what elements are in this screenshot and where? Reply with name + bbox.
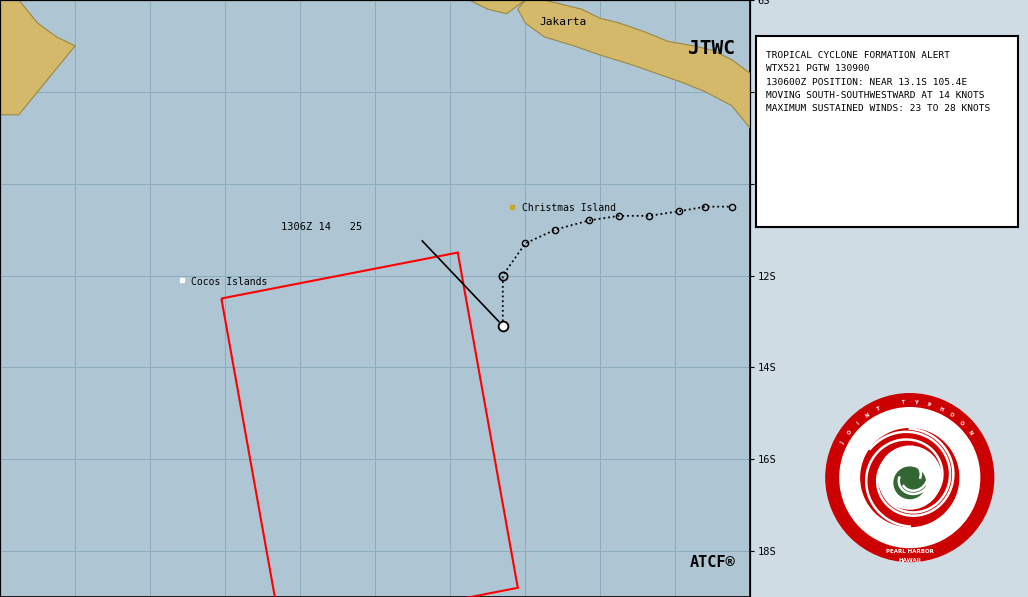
Text: Y: Y: [914, 400, 918, 405]
Text: TROPICAL CYCLONE FORMATION ALERT
WTX521 PGTW 130900
130600Z POSITION: NEAR 13.1S: TROPICAL CYCLONE FORMATION ALERT WTX521 …: [766, 51, 990, 113]
Text: 1306Z 14   25: 1306Z 14 25: [282, 221, 363, 232]
Text: PEARL HARBOR: PEARL HARBOR: [886, 549, 933, 555]
Text: I: I: [855, 421, 860, 426]
Polygon shape: [518, 0, 750, 128]
Text: H: H: [938, 406, 944, 412]
Polygon shape: [469, 0, 525, 14]
Text: Christmas Island: Christmas Island: [521, 203, 616, 213]
Circle shape: [860, 429, 959, 527]
Circle shape: [825, 393, 994, 562]
Text: O: O: [958, 420, 965, 426]
Text: J: J: [840, 442, 845, 445]
Text: O: O: [846, 430, 853, 436]
Text: HAWAII: HAWAII: [898, 558, 921, 563]
Text: P: P: [926, 402, 931, 408]
Circle shape: [894, 467, 925, 498]
Text: O: O: [949, 412, 955, 418]
Text: Cocos Islands: Cocos Islands: [191, 277, 267, 287]
Text: Jakarta: Jakarta: [540, 17, 586, 27]
Text: T: T: [877, 406, 881, 412]
Text: ATCF®: ATCF®: [690, 555, 735, 570]
Text: N: N: [865, 412, 871, 418]
Text: N: N: [966, 429, 974, 436]
Circle shape: [878, 446, 942, 509]
Circle shape: [840, 408, 980, 547]
Text: JTWC: JTWC: [688, 39, 735, 58]
Polygon shape: [0, 0, 75, 115]
Text: T: T: [902, 400, 906, 405]
